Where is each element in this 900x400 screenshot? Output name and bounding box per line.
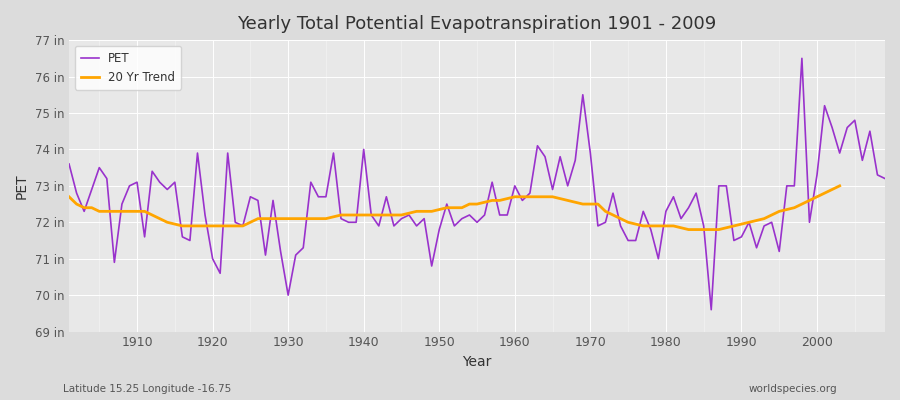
Line: PET: PET	[69, 58, 885, 310]
PET	[706, 307, 716, 312]
Legend: PET, 20 Yr Trend: PET, 20 Yr Trend	[75, 46, 181, 90]
PET	[600, 220, 611, 225]
PET	[336, 216, 346, 221]
PET	[64, 162, 75, 166]
20 Yr Trend	[64, 194, 75, 199]
20 Yr Trend	[752, 218, 762, 223]
PET	[291, 253, 302, 258]
20 Yr Trend	[683, 227, 694, 232]
20 Yr Trend	[789, 205, 800, 210]
PET	[796, 56, 807, 61]
PET	[509, 184, 520, 188]
Text: Latitude 15.25 Longitude -16.75: Latitude 15.25 Longitude -16.75	[63, 384, 231, 394]
Text: worldspecies.org: worldspecies.org	[749, 384, 837, 394]
20 Yr Trend	[766, 212, 777, 217]
PET	[502, 212, 513, 217]
20 Yr Trend	[509, 194, 520, 199]
20 Yr Trend	[275, 216, 286, 221]
X-axis label: Year: Year	[463, 355, 491, 369]
20 Yr Trend	[834, 184, 845, 188]
PET	[879, 176, 890, 181]
20 Yr Trend	[774, 209, 785, 214]
Line: 20 Yr Trend: 20 Yr Trend	[69, 186, 840, 230]
Title: Yearly Total Potential Evapotranspiration 1901 - 2009: Yearly Total Potential Evapotranspiratio…	[238, 15, 716, 33]
Y-axis label: PET: PET	[15, 173, 29, 199]
PET	[124, 184, 135, 188]
